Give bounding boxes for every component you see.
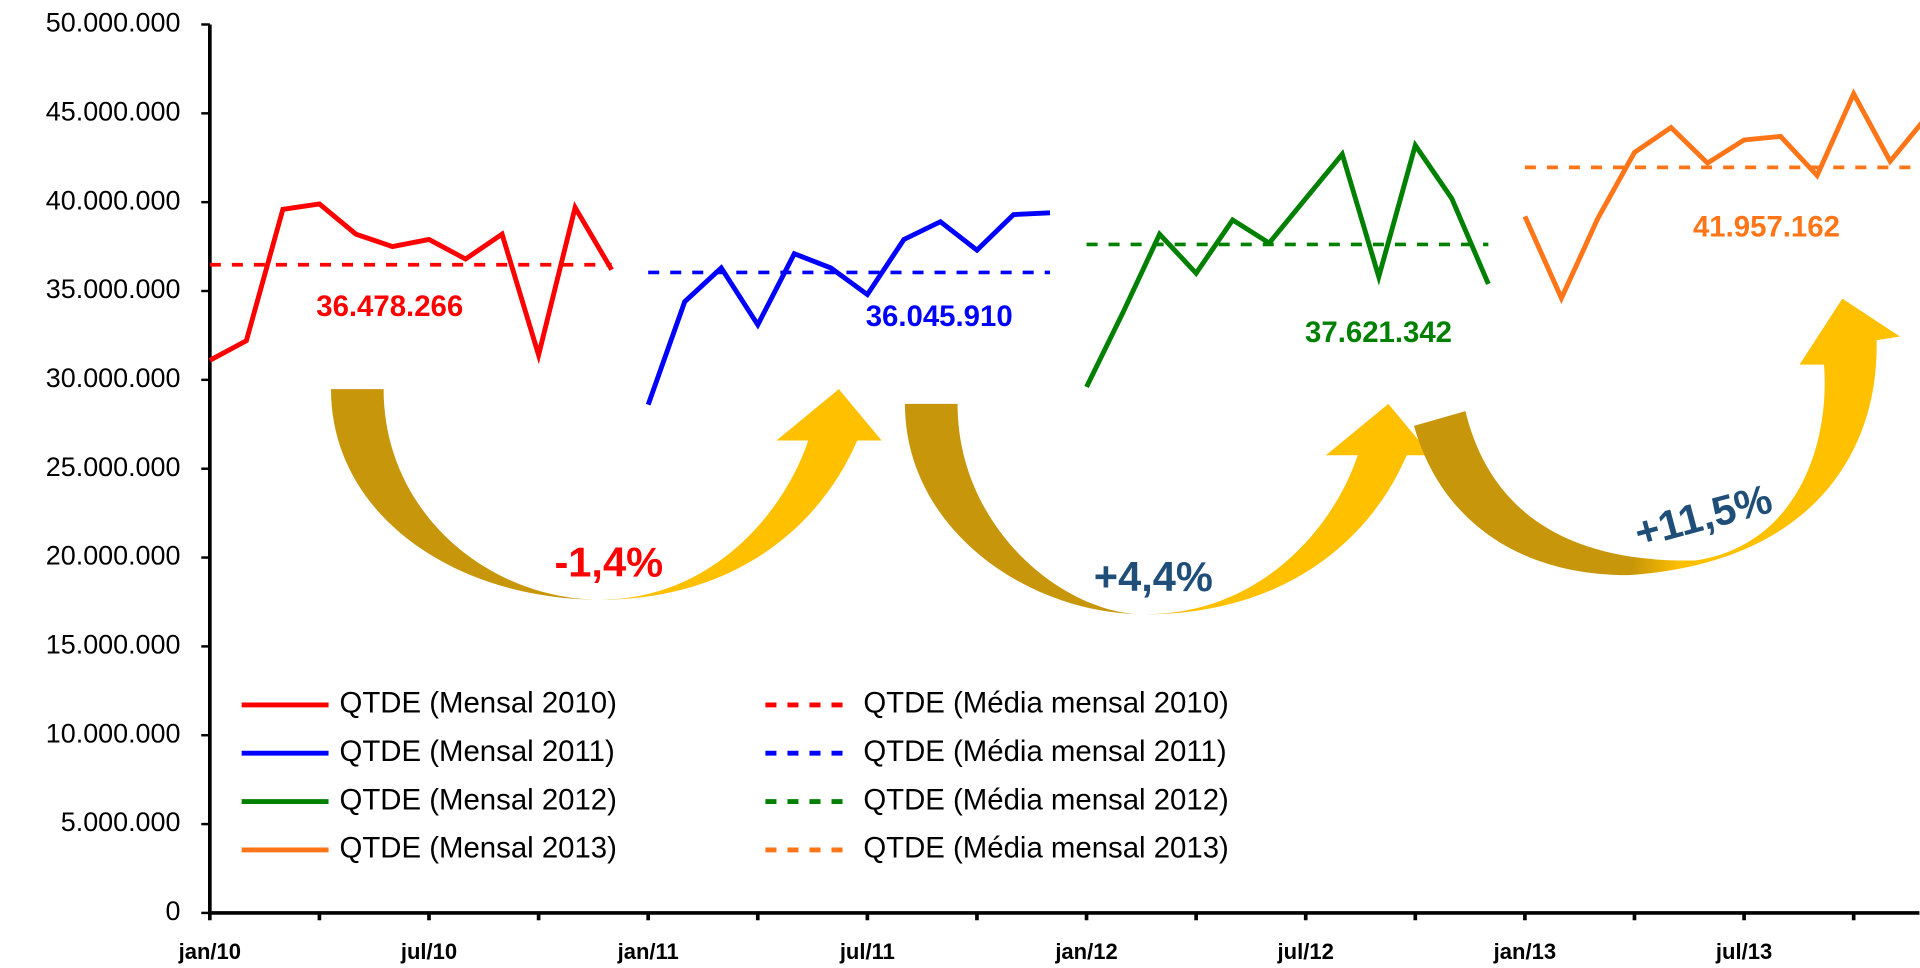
legend-label: QTDE (Mensal 2010): [340, 687, 617, 720]
x-tick-label: jul/10: [400, 939, 457, 964]
legend-label: QTDE (Mensal 2011): [340, 735, 615, 768]
arrow: [330, 389, 882, 600]
legend-label: QTDE (Média mensal 2012): [863, 783, 1229, 816]
x-tick-label: jan/11: [617, 939, 679, 964]
x-tick-label: jul/13: [1715, 939, 1772, 964]
y-tick-label: 10.000.000: [46, 718, 181, 748]
series-line: [1522, 88, 1920, 305]
arrows: [330, 298, 1900, 615]
legend-label: QTDE (Mensal 2012): [340, 783, 617, 816]
y-tick-label: 25.000.000: [46, 452, 181, 482]
mean-label: 36.045.910: [866, 300, 1013, 333]
x-tick-label: jan/10: [178, 939, 241, 964]
mean-label: 37.621.342: [1305, 316, 1452, 349]
y-tick-label: 45.000.000: [46, 96, 181, 126]
x-tick-label: jul/11: [839, 939, 895, 964]
y-tick-label: 50.000.000: [46, 8, 181, 38]
x-tick-label: jan/13: [1493, 939, 1556, 964]
y-tick-label: 15.000.000: [46, 630, 181, 660]
mean-label: 36.478.266: [316, 290, 463, 323]
legend-label: QTDE (Mensal 2013): [340, 832, 617, 865]
y-tick-label: 20.000.000: [46, 541, 181, 571]
annotation: -1,4%: [554, 538, 663, 585]
y-tick-label: 0: [165, 896, 180, 926]
y-tick-label: 5.000.000: [61, 807, 181, 837]
arrow: [904, 403, 1432, 615]
y-tick-label: 30.000.000: [46, 363, 181, 393]
arrow: [1414, 298, 1900, 576]
y-tick-label: 40.000.000: [46, 185, 181, 215]
x-tick-label: jul/12: [1277, 939, 1334, 964]
series-line: [1084, 139, 1491, 389]
x-tick-label: jan/12: [1054, 939, 1117, 964]
mean-label: 41.957.162: [1693, 211, 1840, 244]
legend-label: QTDE (Média mensal 2011): [863, 735, 1226, 768]
legend-label: QTDE (Média mensal 2010): [863, 687, 1229, 720]
series-line: [208, 201, 614, 365]
annotation: +4,4%: [1094, 553, 1213, 600]
legend-label: QTDE (Média mensal 2013): [863, 832, 1229, 865]
y-tick-label: 35.000.000: [46, 274, 181, 304]
